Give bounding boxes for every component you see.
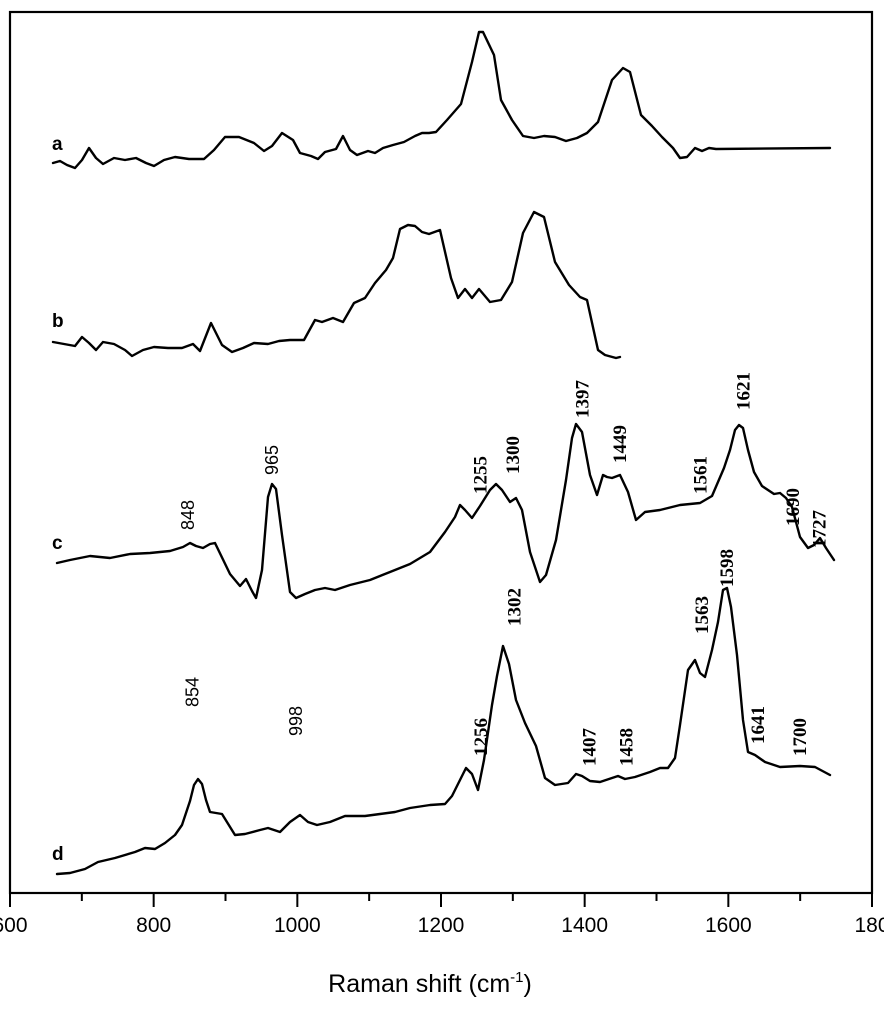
curve-label-d: d — [52, 844, 64, 865]
x-axis-label: Raman shift (cm-1) — [328, 969, 532, 998]
curve-label-a: a — [52, 134, 63, 155]
peak-label: 1449 — [610, 425, 631, 463]
x-tick-label: 800 — [136, 914, 171, 937]
peak-label: 1727 — [810, 510, 831, 549]
peak-label: 848 — [178, 500, 198, 530]
peak-label: 1563 — [692, 596, 713, 634]
spectrum-curve-a — [51, 30, 832, 170]
x-axis-ticks — [9, 893, 873, 907]
peak-label: 1256 — [471, 718, 492, 756]
plot-frame — [8, 10, 874, 895]
x-tick-label: 180 — [854, 914, 884, 937]
spectrum-curve-d — [55, 586, 832, 876]
peak-labels: 848 965 1255 1300 1397 1449 1561 1621 1690 1727 85… — [178, 372, 830, 766]
peak-label: 1302 — [504, 588, 525, 626]
x-tick-label: 1200 — [418, 914, 465, 937]
curve-label-c: c — [52, 533, 63, 554]
peak-label: 1621 — [733, 372, 754, 410]
peak-label: 1458 — [616, 728, 637, 766]
x-axis-tick-labels: 600 800 1000 1200 1400 1600 180 — [0, 914, 884, 937]
peak-label: 1255 — [471, 456, 492, 494]
peak-label: 1690 — [783, 488, 804, 526]
spectrum-curve-b — [51, 210, 622, 360]
peak-label: 1300 — [503, 436, 524, 474]
curve-labels: a b c d — [52, 134, 64, 865]
x-tick-label: 1400 — [561, 914, 608, 937]
peak-label: 1397 — [573, 380, 594, 419]
peak-label: 1700 — [790, 718, 811, 756]
peak-label: 854 — [182, 677, 202, 707]
peak-label: 1407 — [580, 728, 601, 767]
x-tick-label: 1600 — [705, 914, 752, 937]
peak-label: 965 — [262, 445, 282, 475]
curve-label-b: b — [52, 311, 64, 332]
x-tick-label: 1000 — [274, 914, 321, 937]
x-axis: 600 800 1000 1200 1400 1600 180 Raman shift (c… — [0, 893, 884, 998]
spectrum-curve-c — [55, 422, 836, 600]
peak-label: 1641 — [748, 706, 769, 744]
peak-label: 1561 — [690, 456, 711, 494]
peak-label: 998 — [286, 706, 306, 736]
peak-label: 1598 — [717, 549, 738, 587]
x-tick-label: 600 — [0, 914, 28, 937]
